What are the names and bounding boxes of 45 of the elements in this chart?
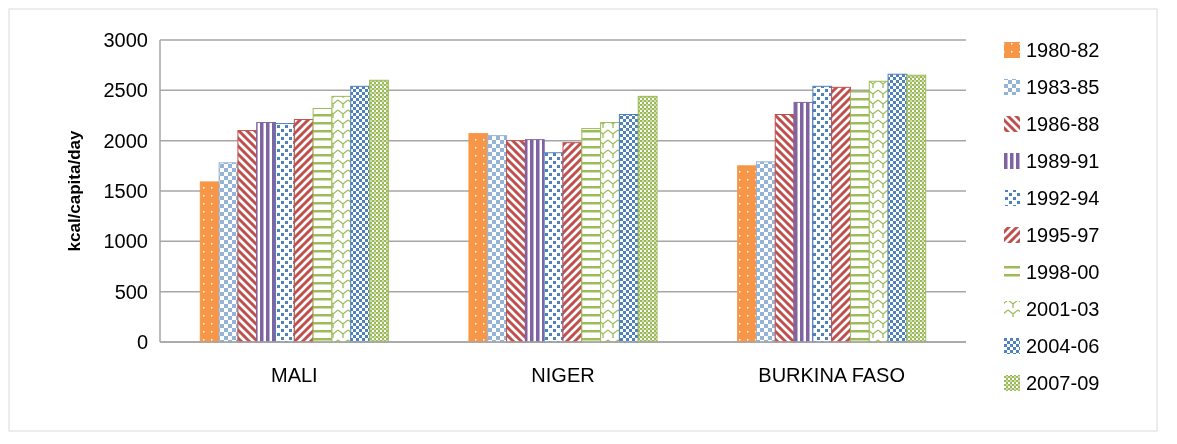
bar xyxy=(369,79,389,343)
legend-label: 1983-85 xyxy=(1026,76,1100,98)
y-tick-label: 0 xyxy=(136,331,148,353)
legend-label: 1989-91 xyxy=(1026,150,1100,172)
y-tick-label: 2500 xyxy=(103,79,148,102)
bar xyxy=(812,85,833,343)
legend-label: 1995-97 xyxy=(1026,224,1100,246)
bar xyxy=(793,101,814,343)
legend-label: 2004-06 xyxy=(1026,335,1100,357)
legend-label: 2001-03 xyxy=(1026,298,1100,320)
bar xyxy=(275,123,295,343)
bar xyxy=(562,142,583,343)
legend-label: 1986-88 xyxy=(1026,113,1100,135)
bar xyxy=(350,85,371,343)
x-tick-label: NIGER xyxy=(531,364,595,386)
bar xyxy=(218,162,239,343)
bar xyxy=(543,152,564,343)
bar xyxy=(831,86,851,343)
y-tick-label: 2000 xyxy=(103,129,148,152)
legend-label: 1980-82 xyxy=(1026,39,1100,61)
x-tick-label: BURKINA FASO xyxy=(758,364,906,386)
bar xyxy=(887,73,908,343)
legend-label: 1998-00 xyxy=(1026,261,1100,283)
y-tick-label: 500 xyxy=(114,280,148,303)
bar xyxy=(524,139,545,343)
legend-label: 2007-09 xyxy=(1026,372,1100,394)
bar xyxy=(199,181,220,343)
bar xyxy=(637,95,658,343)
bar xyxy=(618,113,639,343)
bar xyxy=(506,140,526,343)
legend-label: 1992-94 xyxy=(1026,187,1100,209)
bar xyxy=(906,74,927,343)
bar xyxy=(256,122,277,343)
bar xyxy=(293,119,314,343)
bar xyxy=(755,161,776,343)
y-tick-label: 1000 xyxy=(103,230,148,253)
bar xyxy=(737,165,757,343)
y-tick-label: 3000 xyxy=(103,29,148,51)
bar xyxy=(774,113,795,343)
bar xyxy=(237,130,258,343)
bar xyxy=(468,133,489,343)
x-tick-label: MALI xyxy=(270,364,318,386)
bar xyxy=(487,135,508,343)
y-axis-title: kcal/capita/day xyxy=(65,129,84,252)
y-tick-label: 1500 xyxy=(103,180,148,202)
